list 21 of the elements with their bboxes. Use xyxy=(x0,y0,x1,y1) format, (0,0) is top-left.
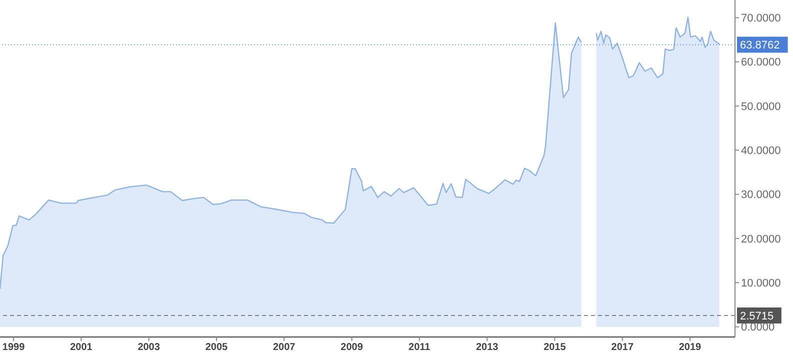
y-tick-label: 60.0000 xyxy=(741,56,781,69)
ref-line-label: 63.8762 xyxy=(740,40,780,52)
x-tick-label: 2007 xyxy=(272,342,296,354)
y-tick-label: 40.0000 xyxy=(741,145,781,158)
y-tick-label: 50.0000 xyxy=(741,100,781,113)
x-tick-label: 1999 xyxy=(2,342,26,354)
x-tick-label: 2005 xyxy=(205,342,228,354)
x-tick-label: 2011 xyxy=(408,342,431,354)
y-tick-label: 10.0000 xyxy=(741,278,781,290)
y-tick-label: 0.0000 xyxy=(741,322,775,334)
x-tick-label: 2017 xyxy=(611,342,634,354)
y-tick-label: 30.0000 xyxy=(741,189,781,202)
y-tick-label: 20.0000 xyxy=(741,233,781,246)
y-tick-label: 70.0000 xyxy=(741,12,781,25)
x-tick-label: 2009 xyxy=(340,342,364,354)
x-tick-label: 2013 xyxy=(476,342,499,354)
x-tick-label: 2001 xyxy=(70,342,93,354)
x-tick-label: 2003 xyxy=(138,342,160,354)
x-tick-label: 2015 xyxy=(544,342,566,354)
x-tick-label: 2019 xyxy=(678,342,702,354)
ref-line-label: 2.5715 xyxy=(740,310,774,322)
